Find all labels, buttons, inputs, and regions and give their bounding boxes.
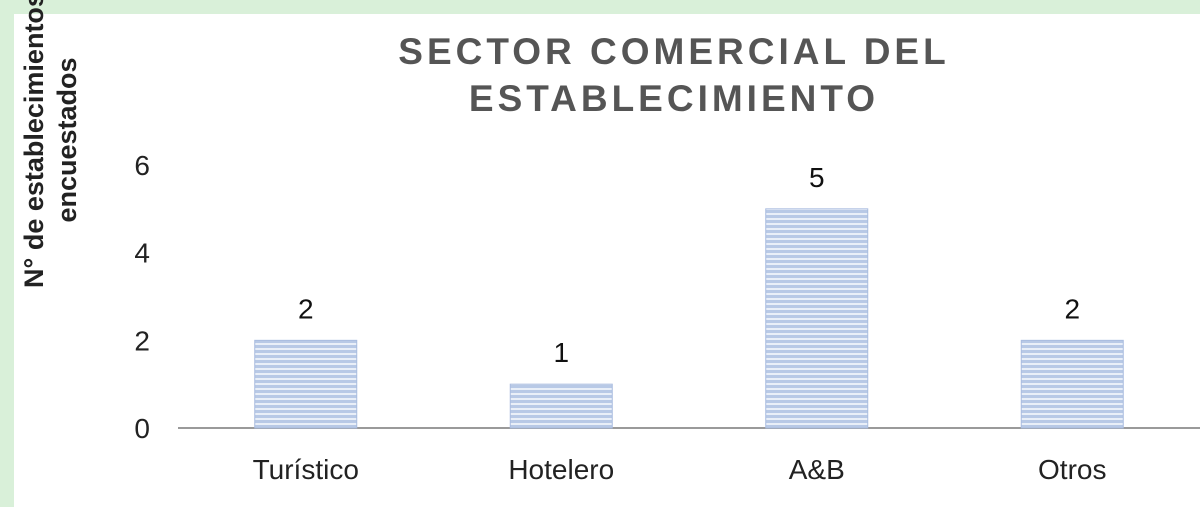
data-label: 1 (553, 337, 569, 368)
bar-1 (509, 383, 613, 429)
y-tick-label: 2 (134, 325, 150, 356)
x-tick-label: A&B (789, 454, 845, 485)
data-label: 5 (809, 162, 825, 193)
data-label: 2 (1064, 293, 1080, 324)
bar-0 (254, 339, 358, 429)
chart-title: SECTOR COMERCIAL DEL ESTABLECIMIENTO (14, 28, 1200, 122)
x-tick-label: Turístico (253, 454, 359, 485)
chart-title-line-1: SECTOR COMERCIAL DEL (398, 31, 950, 72)
y-tick-label: 0 (134, 413, 150, 444)
x-tick-label: Hotelero (508, 454, 614, 485)
data-label: 2 (298, 293, 314, 324)
bar-3 (1020, 339, 1124, 429)
y-tick-label: 4 (134, 238, 150, 269)
x-tick-label: Otros (1038, 454, 1106, 485)
y-tick-label: 6 (134, 150, 150, 181)
bar-2 (765, 208, 869, 429)
chart-title-line-2: ESTABLECIMIENTO (468, 78, 880, 119)
